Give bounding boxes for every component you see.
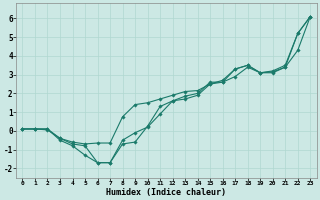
X-axis label: Humidex (Indice chaleur): Humidex (Indice chaleur) xyxy=(106,188,226,197)
